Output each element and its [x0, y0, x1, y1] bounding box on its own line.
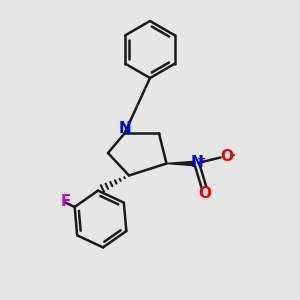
Text: N: N — [190, 155, 203, 170]
Text: +: + — [197, 154, 206, 164]
Text: O: O — [198, 186, 211, 201]
Text: -: - — [230, 148, 236, 161]
Text: O: O — [220, 149, 233, 164]
Text: F: F — [61, 194, 71, 209]
Polygon shape — [167, 161, 195, 166]
Text: N: N — [118, 121, 131, 136]
